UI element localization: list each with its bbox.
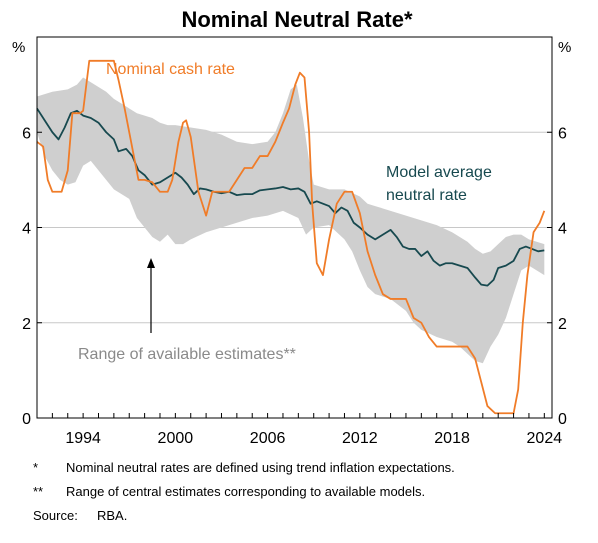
footnote-2: ** Range of central estimates correspond… — [33, 484, 573, 500]
left-axis-tick-labels: 0 2 4 6 — [22, 125, 31, 428]
x-tick-label-2000: 2000 — [158, 430, 194, 447]
footnote-1: * Nominal neutral rates are defined usin… — [33, 460, 573, 476]
right-axis-tick-labels: 0 2 4 6 — [558, 125, 567, 428]
neutral-rate-line — [36, 107, 545, 287]
range-estimates-label: Range of available estimates** — [78, 346, 296, 363]
neutral-rate-chart: Nominal Neutral Rate* % % 0 2 4 6 0 2 4 6 1994… — [12, 7, 571, 447]
x-tick-label-2024: 2024 — [527, 430, 563, 447]
y-tick-label-right-0: 0 — [558, 411, 567, 428]
y-tick-label-left-0: 0 — [22, 411, 31, 428]
axis-ticks — [37, 131, 552, 419]
y-tick-label-right-4: 4 — [558, 221, 567, 238]
estimate-range-band — [37, 77, 545, 364]
source-label: Source: — [33, 508, 78, 523]
chart-title: Nominal Neutral Rate* — [181, 7, 412, 32]
source-note: Source: RBA. — [33, 508, 233, 524]
source-text: RBA. — [97, 508, 128, 523]
footnote-2-text: Range of central estimates corresponding… — [66, 484, 426, 499]
estimate-range-band-layer — [37, 77, 545, 364]
x-tick-label-2018: 2018 — [434, 430, 470, 447]
x-tick-label-2006: 2006 — [250, 430, 286, 447]
y-tick-label-right-2: 2 — [558, 316, 567, 333]
x-axis-tick-labels: 1994 2000 2006 2012 2018 2024 — [65, 430, 562, 447]
neutral-rate-label-line2: neutral rate — [386, 187, 467, 204]
y-tick-label-left-6: 6 — [22, 125, 31, 142]
neutral-rate-label-line1: Model average — [386, 164, 492, 181]
footnote-1-text: Nominal neutral rates are defined using … — [66, 460, 455, 475]
right-axis-unit: % — [558, 39, 571, 56]
y-tick-label-left-2: 2 — [22, 316, 31, 333]
cash-rate-label: Nominal cash rate — [106, 61, 235, 78]
footnote-2-mark: ** — [33, 484, 44, 499]
y-tick-label-right-6: 6 — [558, 125, 567, 142]
x-tick-label-1994: 1994 — [65, 430, 101, 447]
footnote-1-mark: * — [33, 460, 39, 475]
series-layer — [36, 59, 546, 415]
cash-rate-line — [36, 59, 546, 415]
range-arrow-head — [147, 258, 155, 268]
x-tick-label-2012: 2012 — [342, 430, 378, 447]
left-axis-unit: % — [12, 39, 25, 56]
y-tick-label-left-4: 4 — [22, 221, 31, 238]
